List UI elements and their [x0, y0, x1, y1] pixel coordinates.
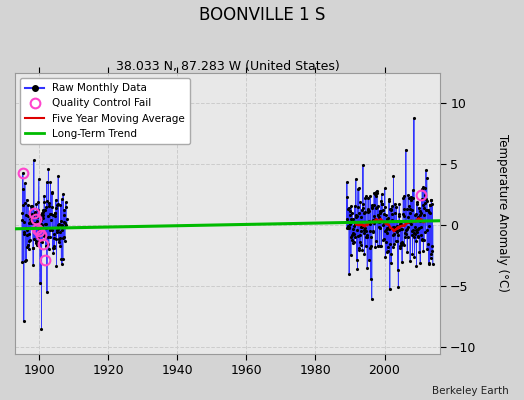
- Legend: Raw Monthly Data, Quality Control Fail, Five Year Moving Average, Long-Term Tren: Raw Monthly Data, Quality Control Fail, …: [20, 78, 190, 144]
- Text: BOONVILLE 1 S: BOONVILLE 1 S: [199, 6, 325, 24]
- Title: 38.033 N, 87.283 W (United States): 38.033 N, 87.283 W (United States): [115, 60, 339, 73]
- Y-axis label: Temperature Anomaly (°C): Temperature Anomaly (°C): [496, 134, 509, 292]
- Text: Berkeley Earth: Berkeley Earth: [432, 386, 508, 396]
